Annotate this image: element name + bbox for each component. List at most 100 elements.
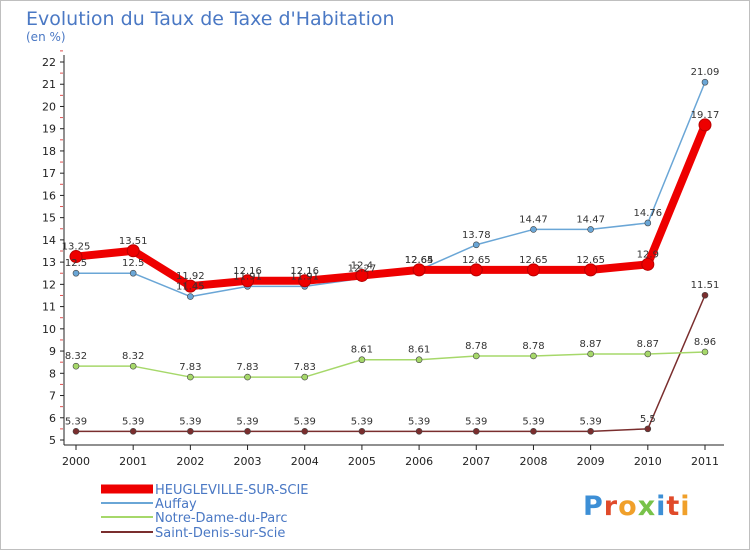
data-label: 12.5 xyxy=(122,258,144,269)
data-label: 12.65 xyxy=(462,255,491,266)
data-point xyxy=(358,428,366,435)
chart-title: Evolution du Taux de Taxe d'Habitation xyxy=(26,8,395,30)
y-tick-label: 5 xyxy=(49,434,56,447)
data-label: 5.39 xyxy=(580,416,602,427)
legend-label: Saint-Denis-sur-Scie xyxy=(155,526,285,541)
data-label: 8.61 xyxy=(351,345,373,356)
data-label: 12.27 xyxy=(348,263,377,274)
watermark-letter: o xyxy=(618,491,638,522)
data-label: 12.64 xyxy=(405,255,434,266)
data-label: 11.91 xyxy=(290,271,319,282)
data-label: 7.83 xyxy=(294,362,316,373)
x-tick-label: 2008 xyxy=(519,455,547,468)
data-label: 5.39 xyxy=(179,416,201,427)
watermark-letter: x xyxy=(638,491,656,522)
y-tick-label: 16 xyxy=(42,189,56,202)
y-tick-label: 12 xyxy=(42,278,56,291)
data-point xyxy=(701,291,709,299)
y-tick-label: 22 xyxy=(42,56,56,69)
data-label: 14.47 xyxy=(519,214,548,225)
data-point xyxy=(644,350,652,358)
data-point xyxy=(355,268,369,282)
x-tick-label: 2011 xyxy=(691,455,719,468)
data-label: 11.51 xyxy=(691,280,720,291)
data-label: 12.16 xyxy=(290,266,319,277)
data-point xyxy=(587,428,594,435)
data-label: 8.61 xyxy=(408,345,430,356)
data-point xyxy=(415,428,423,435)
data-label: 8.32 xyxy=(122,351,144,362)
data-point xyxy=(530,428,537,435)
data-label: 12.5 xyxy=(65,258,87,269)
data-label: 12.65 xyxy=(519,255,548,266)
chart-subtitle: (en %) xyxy=(26,30,66,44)
x-tick-label: 2004 xyxy=(291,455,319,468)
data-point xyxy=(584,263,598,277)
x-tick-label: 2002 xyxy=(176,455,204,468)
data-label: 7.83 xyxy=(179,362,201,373)
data-label: 14.76 xyxy=(633,208,662,219)
data-label: 11.92 xyxy=(176,271,205,282)
data-point xyxy=(298,274,312,288)
x-tick-label: 2006 xyxy=(405,455,433,468)
data-point xyxy=(72,362,80,370)
data-label: 12.65 xyxy=(405,255,434,266)
data-label: 5.5 xyxy=(640,414,656,425)
data-point xyxy=(698,118,712,132)
x-tick-label: 2010 xyxy=(634,455,662,468)
watermark-letter: i xyxy=(656,491,666,522)
data-point xyxy=(587,226,594,233)
axes: 5 6 7 8 9 10 11 12 13 14 15 16 17 18 19 20 21 22 2000 2001 2… xyxy=(42,50,724,468)
data-point xyxy=(358,356,366,364)
data-point xyxy=(187,428,194,435)
data-point xyxy=(129,362,137,370)
x-tick-label: 2007 xyxy=(462,455,490,468)
y-tick-label: 17 xyxy=(42,167,56,180)
x-tick-label: 2001 xyxy=(119,455,147,468)
watermark-letter: P xyxy=(583,491,604,522)
data-point xyxy=(183,279,197,293)
x-tick-label: 2000 xyxy=(62,455,90,468)
legend-label: Notre-Dame-du-Parc xyxy=(155,511,287,526)
data-label: 12.16 xyxy=(233,266,262,277)
data-label: 5.39 xyxy=(465,416,487,427)
data-point xyxy=(641,257,655,271)
data-label: 12.65 xyxy=(576,255,605,266)
data-point xyxy=(126,244,140,258)
legend: HEUGLEVILLE-SUR-SCIEAuffayNotre-Dame-du-… xyxy=(101,483,309,541)
data-labels: 5.39 5.39 5.39 5.39 5.39 5.39 5.39 5.39 5.39 5.39… xyxy=(62,67,720,427)
data-label: 13.51 xyxy=(119,236,148,247)
y-tick-label: 11 xyxy=(42,301,56,314)
data-point xyxy=(244,428,251,435)
y-tick-label: 9 xyxy=(49,345,56,358)
y-tick-label: 8 xyxy=(49,367,56,380)
data-point xyxy=(187,293,194,300)
data-point xyxy=(412,263,426,277)
proxiti-logo: Proxiti xyxy=(583,491,691,522)
data-label: 5.39 xyxy=(122,416,144,427)
legend-label: Auffay xyxy=(155,497,197,512)
data-point xyxy=(241,274,255,288)
data-point xyxy=(701,348,709,356)
data-label: 5.39 xyxy=(408,416,430,427)
data-point xyxy=(72,428,80,435)
data-label: 11.45 xyxy=(176,282,205,293)
watermark-text: Proxiti xyxy=(583,491,691,522)
data-point xyxy=(587,350,594,358)
data-point xyxy=(129,428,137,435)
series-layer xyxy=(69,78,712,435)
data-label: 8.96 xyxy=(694,337,716,348)
y-tick-label: 7 xyxy=(49,390,56,403)
data-point xyxy=(472,428,480,435)
y-tick-label: 14 xyxy=(42,234,56,247)
y-tick-label: 21 xyxy=(42,78,56,91)
data-label: 13.78 xyxy=(462,230,491,241)
data-point xyxy=(472,241,480,249)
data-point xyxy=(72,269,80,277)
y-tick-label: 6 xyxy=(49,412,56,425)
data-label: 14.47 xyxy=(576,214,605,225)
data-label: 5.39 xyxy=(65,416,87,427)
y-tick-label: 18 xyxy=(42,145,56,158)
